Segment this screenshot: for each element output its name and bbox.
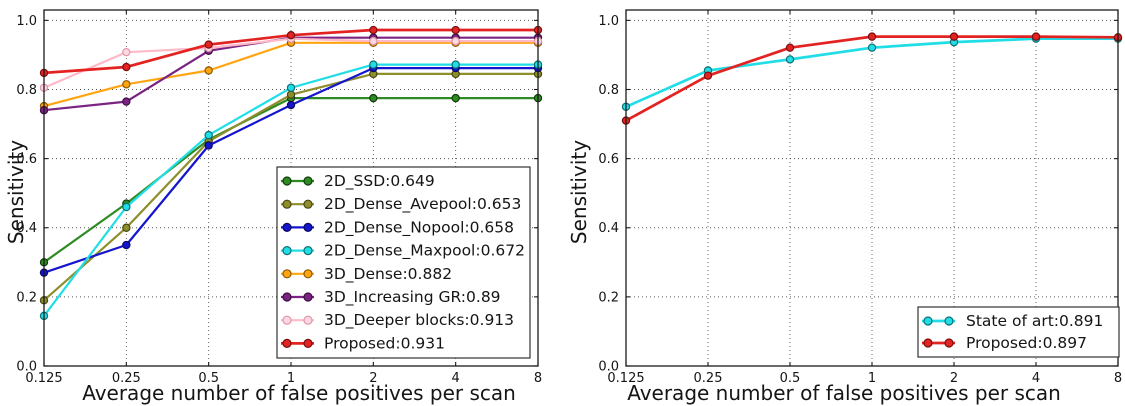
data-point-marker [286, 90, 296, 99]
y-tick-label: 0.0 [16, 360, 37, 375]
data-point-marker [369, 93, 378, 103]
legend-label: 3D_Dense:0.882 [324, 265, 452, 284]
legend-label: 2D_Dense_Maxpool:0.672 [324, 242, 525, 261]
data-point-marker [204, 40, 213, 49]
x-tick-label: 0.25 [112, 371, 141, 386]
x-tick-label: 4 [1032, 371, 1040, 386]
right-x-axis-label: Average number of false positives per sc… [627, 381, 1061, 405]
x-tick-label: 0.125 [607, 371, 644, 386]
data-point-marker [949, 32, 959, 41]
left-x-axis-label: Average number of false positives per sc… [82, 381, 516, 405]
x-tick-label: 1 [868, 371, 876, 386]
data-point-marker [451, 93, 460, 103]
y-tick-label: 0.2 [598, 290, 619, 305]
x-tick-label: 0.125 [25, 371, 62, 386]
data-point-marker [785, 43, 795, 52]
data-point-marker [122, 223, 131, 232]
y-tick-label: 0.6 [598, 152, 619, 167]
data-point-marker [204, 66, 213, 75]
x-tick-label: 8 [534, 371, 542, 386]
axes-box [43, 9, 539, 367]
legend-label: Proposed:0.897 [966, 334, 1087, 352]
y-tick-label: 0.4 [16, 221, 37, 236]
data-point-marker [122, 97, 131, 106]
data-point-marker [867, 43, 877, 52]
legend-label: 2D_SSD:0.649 [324, 172, 435, 191]
legend-marker [282, 176, 292, 186]
data-point-marker [122, 202, 131, 212]
x-tick-label: 2 [369, 371, 377, 386]
y-tick-label: 0.2 [16, 290, 37, 305]
legend-box [276, 166, 531, 359]
axes-box [625, 9, 1119, 367]
data-point-marker [451, 60, 460, 69]
legend-marker [282, 222, 292, 232]
legend-label: State of art:0.891 [966, 312, 1103, 330]
y-tick-label: 1.0 [16, 14, 37, 29]
legend-marker [303, 246, 313, 256]
y-tick-label: 0.8 [598, 83, 619, 98]
legend-marker [303, 292, 313, 302]
right-y-axis-label: Sensitivity [567, 139, 591, 245]
legend-label: 2D_Dense_Nopool:0.658 [324, 218, 514, 237]
data-point-marker [122, 47, 131, 57]
legend-label: 3D_Increasing GR:0.89 [324, 288, 501, 307]
y-tick-label: 0.4 [598, 221, 619, 236]
legend-marker [923, 316, 933, 326]
x-tick-label: 8 [1114, 371, 1122, 386]
legend-marker [282, 338, 292, 348]
x-tick-label: 0.5 [198, 371, 219, 386]
data-point-marker [286, 83, 296, 92]
legend-marker [303, 176, 313, 186]
data-point-marker [369, 60, 378, 69]
data-point-marker [122, 80, 131, 89]
data-point-marker [204, 130, 213, 140]
y-tick-label: 0.6 [16, 152, 37, 167]
legend-label: Proposed:0.931 [324, 334, 445, 352]
x-tick-label: 0.5 [780, 371, 801, 386]
legend-marker [303, 199, 313, 209]
data-point-marker [286, 100, 296, 110]
y-tick-label: 0.0 [598, 360, 619, 375]
x-tick-label: 1 [287, 371, 295, 386]
legend-marker [282, 292, 292, 302]
legend-label: 3D_Deeper blocks:0.913 [324, 311, 514, 330]
data-point-marker [204, 141, 213, 150]
legend-marker [923, 338, 933, 348]
legend-marker [282, 246, 292, 256]
data-point-marker [286, 31, 296, 40]
legend-marker [282, 269, 292, 279]
data-point-marker [122, 240, 131, 250]
left-y-axis-label: Sensitivity [4, 139, 28, 245]
legend-marker [303, 315, 313, 325]
y-tick-label: 0.8 [16, 83, 37, 98]
legend-marker [303, 269, 313, 279]
legend-marker [303, 338, 313, 348]
data-point-marker [451, 36, 460, 46]
legend-marker [282, 199, 292, 209]
x-tick-label: 2 [950, 371, 958, 386]
data-point-marker [369, 25, 378, 35]
y-tick-label: 1.0 [598, 14, 619, 29]
x-tick-label: 0.25 [694, 371, 723, 386]
legend-marker [303, 222, 313, 232]
data-point-marker [785, 55, 795, 64]
data-point-marker [703, 71, 713, 80]
right-froc-chart-canvas: 0.125 0.25 0.5 1 2 4 8 0.0 0.2 0.4 0.6 0.8 1.0 State … [598, 9, 1123, 386]
data-point-marker [1031, 32, 1041, 41]
data-point-marker [369, 36, 378, 46]
left-froc-chart-canvas: 0.125 0.25 0.5 1 2 4 8 0.0 0.2 0.4 0.6 0.8 1.0 2D_SSD… [16, 9, 543, 386]
legend-marker [944, 338, 954, 348]
x-tick-label: 4 [452, 371, 460, 386]
legend-box [917, 306, 1120, 358]
data-point-marker [867, 32, 877, 41]
legend-label: 2D_Dense_Avepool:0.653 [324, 195, 521, 214]
legend-marker [944, 316, 954, 326]
data-point-marker [451, 25, 460, 35]
data-point-marker [122, 62, 131, 72]
legend-marker [282, 315, 292, 325]
